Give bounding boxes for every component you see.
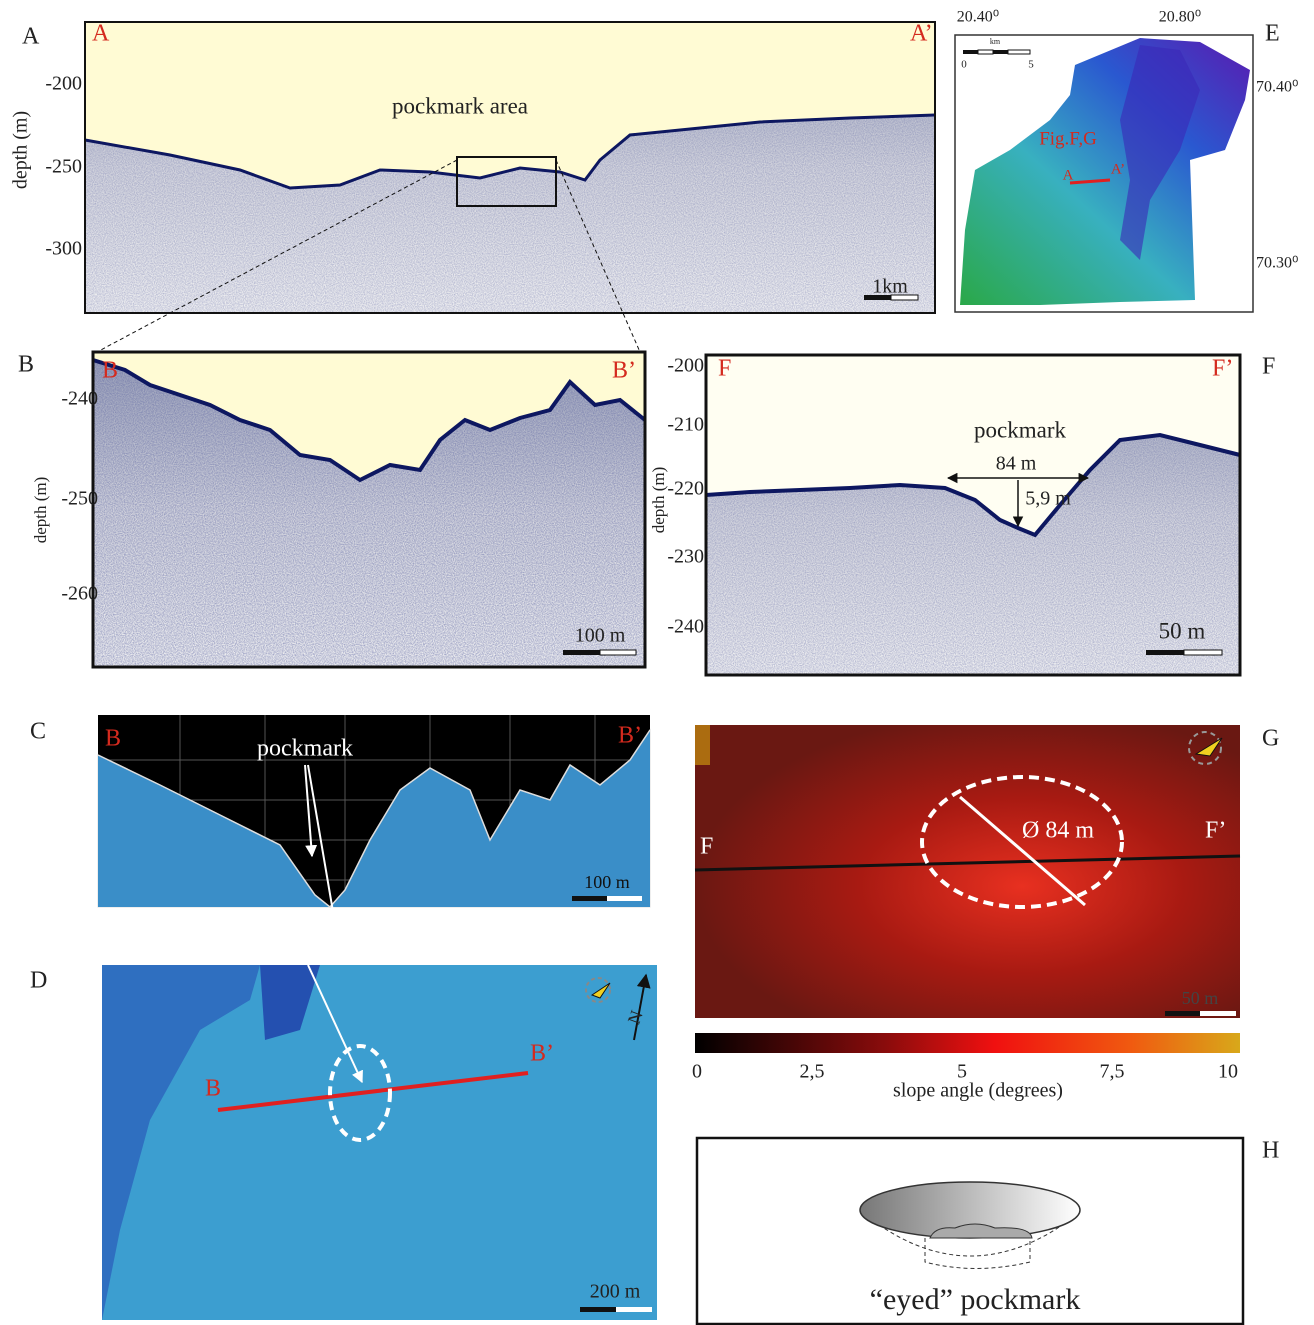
- panel-letter: B: [18, 352, 34, 378]
- profile-end: B: [205, 1076, 221, 1102]
- rect-shape: [695, 1033, 1240, 1053]
- panel-letter: G: [1262, 726, 1279, 752]
- panel-letter: E: [1265, 21, 1280, 47]
- annotation: pockmark: [257, 736, 353, 762]
- profile-end: B: [105, 726, 121, 752]
- panel-letter: C: [30, 719, 46, 745]
- rect-shape: [993, 50, 1008, 54]
- colorbar-tick: 7,5: [1100, 1061, 1125, 1083]
- y-tick-label: -200: [667, 355, 704, 377]
- rect-shape: [1146, 650, 1184, 655]
- profile-end: F’: [1205, 818, 1226, 844]
- rect-shape: [695, 725, 710, 765]
- panel-letter: H: [1262, 1138, 1279, 1164]
- axis-label: depth (m): [649, 467, 668, 534]
- latitude-label: 70.40⁰: [1256, 79, 1298, 96]
- rect-shape: [978, 50, 993, 54]
- panel-letter: D: [30, 968, 47, 994]
- profile-end: B’: [530, 1041, 554, 1067]
- y-tick-label: -230: [667, 546, 704, 568]
- profile-end: B: [102, 358, 118, 384]
- profile-end: F: [700, 834, 713, 860]
- rect-shape: [1008, 50, 1030, 54]
- profile-end: F: [718, 356, 731, 382]
- profile-end: A’: [1111, 161, 1125, 177]
- profile-end: A’: [910, 21, 933, 47]
- colorbar-tick: 0: [692, 1061, 702, 1083]
- y-tick-label: -250: [61, 488, 98, 510]
- scale-label: 200 m: [590, 1281, 641, 1303]
- y-tick-label: -210: [667, 414, 704, 436]
- axis-label: depth (m): [31, 477, 50, 544]
- profile-end: B’: [618, 723, 642, 749]
- profile-end: A: [1063, 167, 1074, 183]
- rect-shape: [963, 50, 978, 54]
- y-tick-label: -250: [45, 156, 82, 178]
- width-label: 84 m: [996, 453, 1037, 475]
- scale-label: 50 m: [1182, 988, 1219, 1008]
- y-tick-label: -260: [61, 583, 98, 605]
- rect-shape: [1184, 650, 1222, 655]
- latitude-label: 70.30⁰: [1256, 255, 1298, 272]
- scale-label: 50 m: [1159, 618, 1206, 643]
- colorbar-tick: 2,5: [800, 1061, 825, 1083]
- profile-end: B’: [612, 358, 636, 384]
- depth-label: 5,9 m: [1025, 488, 1071, 510]
- y-tick-label: -300: [45, 238, 82, 260]
- longitude-label: 20.40⁰: [957, 9, 999, 26]
- scale-unit: km: [990, 37, 1001, 46]
- rect-shape: [616, 1307, 652, 1312]
- colorbar-label: slope angle (degrees): [893, 1080, 1063, 1102]
- y-tick-label: -240: [667, 616, 704, 638]
- scale-tick: 5: [1028, 59, 1034, 71]
- rect-shape: [563, 650, 600, 655]
- y-tick-label: -200: [45, 73, 82, 95]
- rect-shape: [1165, 1011, 1200, 1016]
- axis-label: depth (m): [10, 111, 32, 189]
- panel-letter: A: [22, 24, 40, 50]
- rect-shape: [600, 650, 636, 655]
- rect-shape: [580, 1307, 616, 1312]
- rect-shape: [607, 896, 642, 901]
- longitude-label: 20.80⁰: [1159, 9, 1201, 26]
- rect-shape: [1200, 1011, 1236, 1016]
- annotation: pockmark: [974, 417, 1066, 442]
- rect-shape: [695, 725, 1240, 1018]
- rect-shape: [572, 896, 607, 901]
- figure: A A A’ depth (m) -200 -250 -300 pockmark…: [0, 0, 1314, 1325]
- caption: “eyed” pockmark: [870, 1283, 1081, 1316]
- scale-label: 100 m: [584, 872, 630, 892]
- panel-letter: F: [1262, 354, 1275, 380]
- scale-tick: 0: [961, 59, 967, 71]
- colorbar-tick: 10: [1218, 1061, 1238, 1083]
- scale-label: 100 m: [575, 625, 626, 647]
- profile-end: A: [92, 21, 110, 47]
- y-tick-label: -240: [61, 388, 98, 410]
- scale-label: 1km: [872, 276, 908, 298]
- profile-end: F’: [1212, 356, 1233, 382]
- y-tick-label: -220: [667, 478, 704, 500]
- annotation: pockmark area: [392, 93, 528, 118]
- diameter-label: Ø 84 m: [1022, 818, 1094, 844]
- figure-reference: Fig.F,G: [1039, 128, 1097, 149]
